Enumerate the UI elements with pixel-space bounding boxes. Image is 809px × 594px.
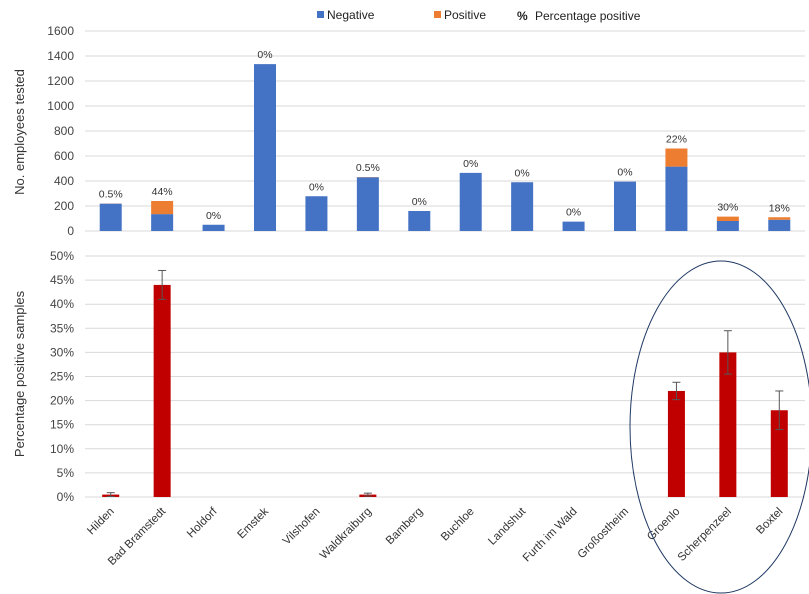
legend-percentage-symbol: % [517,9,528,23]
bar-negative [511,182,534,231]
bar-percentage-label: 30% [717,202,738,214]
top-y-tick-label: 600 [54,149,74,163]
top-y-axis-title: No. employees tested [12,69,27,195]
x-category-label: Vilshofen [281,506,323,548]
bar-negative [716,221,739,231]
bar-percentage-label: 0% [309,181,324,193]
bottom-y-tick-label: 25% [50,370,74,384]
legend-label-percentage: Percentage positive [535,9,641,23]
bar-negative [768,219,791,231]
top-y-axis: 0 200 400 600 800 1000 1200 1400 1600 [47,24,74,238]
bar-percentage-label: 0% [257,49,272,61]
bottom-y-tick-label: 5% [57,466,75,480]
legend-swatch-positive [434,11,441,18]
top-gridlines [85,30,805,232]
x-category-label: Groenlo [645,506,682,543]
bar-negative [665,166,688,231]
bar-negative [99,203,122,231]
bar-percentage-label: 0.5% [99,189,123,201]
bar-positive [716,216,739,221]
top-y-tick-label: 1400 [47,49,74,63]
x-category-label: Buchloe [439,506,477,544]
bar-positive [768,217,791,220]
bottom-y-axis: 0% 5% 10% 15% 20% 25% 30% 35% 40% 45% 50% [50,249,74,504]
bottom-y-tick-label: 0% [57,490,75,504]
bar-percentage-positive [719,352,737,497]
top-y-tick-label: 0 [67,224,74,238]
bottom-y-tick-label: 40% [50,297,74,311]
bar-negative [202,224,225,231]
bar-percentage-label: 0.5% [356,162,380,174]
highlight-ellipse [629,260,809,594]
bar-negative [614,181,636,231]
bottom-y-tick-label: 50% [50,249,74,263]
x-category-label: Landshut [486,505,529,548]
bottom-bars [102,284,788,497]
bar-percentage-positive [770,410,788,497]
bar-percentage-label: 18% [769,202,790,214]
bar-negative [151,214,174,231]
bar-positive [665,148,688,167]
bottom-y-tick-label: 45% [50,273,74,287]
bar-negative [356,177,379,231]
bar-percentage-label: 22% [666,134,687,146]
x-category-label: Waldkraiburg [318,506,374,562]
top-bars [99,64,791,231]
x-category-label: Boxtel [754,506,785,537]
bar-negative [254,64,276,231]
bottom-y-tick-label: 30% [50,345,74,359]
top-y-tick-label: 800 [54,124,74,138]
top-y-tick-label: 200 [54,199,74,213]
x-category-label: Hilden [85,506,117,538]
bottom-y-tick-label: 10% [50,442,74,456]
top-bar-labels: 0.5% 44% 0% 0% 0% 0.5% 0% 0% 0% 0% 0% 22% 30% 18% [99,49,790,222]
bar-percentage-label: 0% [617,167,632,179]
bar-negative [408,211,431,231]
x-category-label: Bamberg [384,506,425,547]
bar-percentage-positive [153,284,171,497]
top-y-tick-label: 1200 [47,74,74,88]
top-y-tick-label: 400 [54,174,74,188]
x-category-label: Furth im Wald [521,506,580,565]
bar-percentage-label: 0% [566,207,581,219]
top-y-tick-label: 1000 [47,99,74,113]
x-category-label: Holdorf [185,505,220,540]
bar-negative [562,221,585,231]
x-category-label: Emstek [236,505,272,541]
bottom-y-tick-label: 15% [50,418,74,432]
x-category-label: Großostheim [576,506,631,561]
bottom-gridlines [85,255,805,498]
bottom-y-tick-label: 20% [50,394,74,408]
x-category-label: Scherpenzeel [676,506,734,564]
bottom-error-bars [106,269,784,498]
bar-percentage-positive [667,390,685,497]
bar-negative [459,172,482,231]
top-y-tick-label: 1600 [47,24,74,38]
bar-percentage-label: 0% [515,167,530,179]
legend-label-negative: Negative [327,8,375,22]
bar-percentage-label: 44% [152,186,173,198]
bar-percentage-label: 0% [412,196,427,208]
bar-positive [151,201,174,215]
bar-percentage-label: 0% [206,210,221,222]
bottom-y-tick-label: 35% [50,321,74,335]
bar-percentage-label: 0% [463,158,478,170]
legend: Negative Positive % Percentage positive [317,8,641,23]
legend-swatch-negative [317,11,324,18]
bar-negative [305,196,328,231]
bottom-y-axis-title: Percentage positive samples [12,290,27,457]
legend-label-positive: Positive [444,8,486,22]
